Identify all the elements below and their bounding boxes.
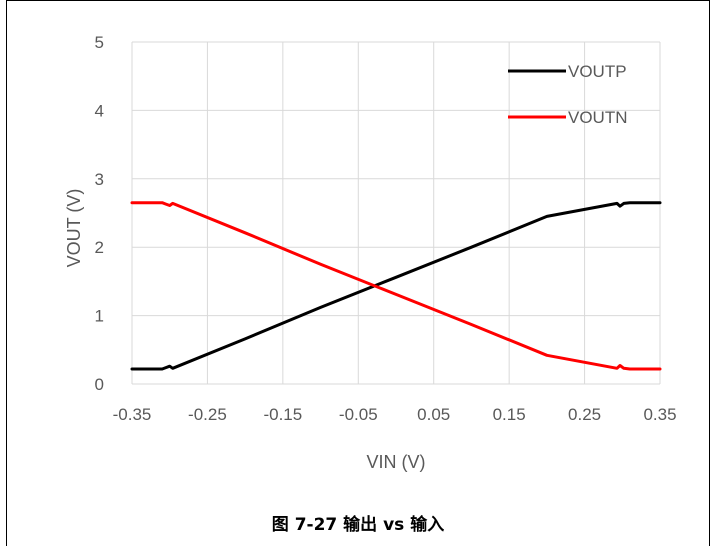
series-line-voutn: [130, 201, 662, 371]
x-tick-label: 0.05: [417, 405, 450, 424]
y-tick-label: 4: [95, 101, 104, 120]
x-tick-label: -0.25: [188, 405, 227, 424]
y-tick-label: 2: [95, 238, 104, 257]
legend-label-voutp: VOUTP: [568, 62, 627, 81]
y-tick-label: 5: [95, 33, 104, 52]
figure-frame: [6, 0, 710, 546]
x-tick-label: -0.15: [263, 405, 302, 424]
x-tick-label: 0.35: [643, 405, 676, 424]
series-line-voutp: [130, 201, 662, 371]
x-axis-title: VIN (V): [366, 452, 425, 472]
x-tick-label: -0.05: [339, 405, 378, 424]
x-tick-label: 0.15: [493, 405, 526, 424]
y-tick-labels: 0 1 2 3 4 5: [95, 33, 104, 394]
legend: VOUTP VOUTN: [508, 62, 628, 127]
legend-label-voutn: VOUTN: [568, 108, 628, 127]
y-tick-label: 1: [95, 307, 104, 326]
y-tick-label: 0: [95, 375, 104, 394]
x-tick-label: 0.25: [568, 405, 601, 424]
x-tick-labels: -0.35 -0.25 -0.15 -0.05 0.05 0.15 0.25 0.35: [113, 405, 677, 424]
series-lines: [130, 201, 662, 371]
gridlines: [131, 41, 661, 385]
y-tick-label: 3: [95, 170, 104, 189]
figure-caption: 图 7-27 输出 vs 输入: [272, 514, 444, 535]
x-tick-label: -0.35: [113, 405, 152, 424]
y-axis-title: VOUT (V): [64, 189, 84, 268]
